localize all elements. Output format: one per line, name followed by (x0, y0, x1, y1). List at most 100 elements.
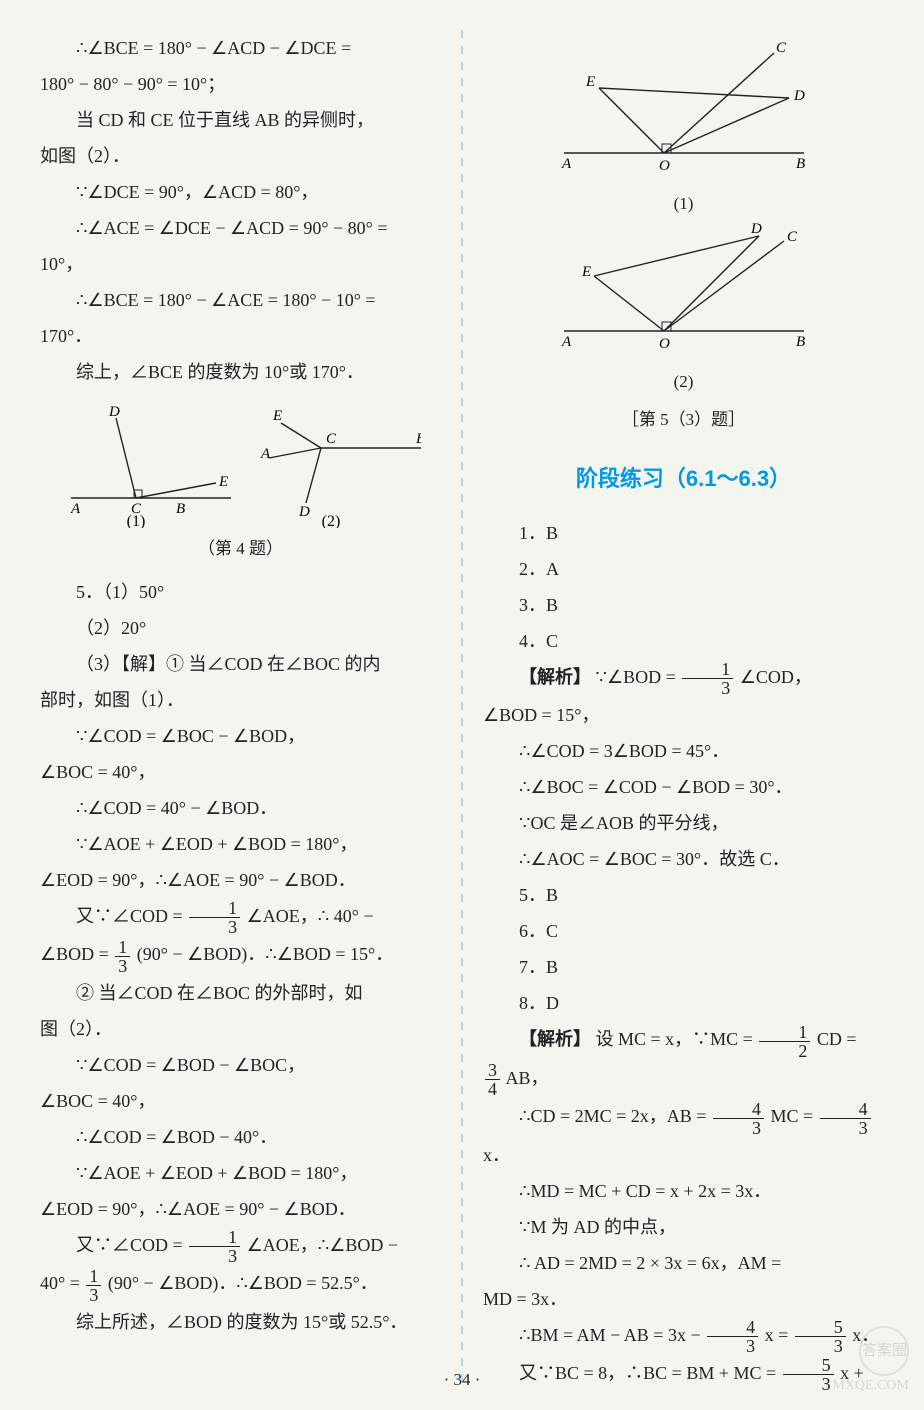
text-line: ∵M 为 AD 的中点， (483, 1209, 884, 1245)
text-line: MD = 3x． (483, 1281, 884, 1317)
text-line: ∴∠BCE = 180° − ∠ACE = 180° − 10° = (40, 282, 441, 318)
text-line: ∠BOD = 15°， (483, 697, 884, 733)
text-span: ∠AOE，∴∠BOD − (247, 1235, 398, 1255)
analysis-label: 【解析】 (519, 1029, 591, 1049)
answer-line: 5．B (483, 877, 884, 913)
fraction: 4 3 (713, 1100, 764, 1137)
fraction: 1 3 (189, 1228, 240, 1265)
text-line: 又∵∠COD = 1 3 ∠AOE，∴ 40° − (40, 898, 441, 936)
fraction-num: 3 (485, 1061, 500, 1080)
fraction-num: 1 (189, 1228, 240, 1247)
fig-label: E (272, 408, 282, 424)
text-span: ∴CD = 2MC = 2x，AB = (519, 1106, 711, 1126)
fraction: 1 3 (682, 660, 733, 697)
fig-sublabel: (2) (321, 513, 340, 528)
text-span: MC = (770, 1106, 817, 1126)
text-line: ∴MD = MC + CD = x + 2x = 3x． (483, 1173, 884, 1209)
text-span: ∠AOE，∴ 40° − (247, 906, 374, 926)
fig-label: A (70, 501, 81, 517)
left-column: ∴∠BCE = 180° − ∠ACD − ∠DCE = 180° − 80° … (30, 30, 459, 1390)
text-span: ∴BM = AM − AB = 3x − (519, 1325, 705, 1345)
text-line: 综上所述，∠BOD 的度数为 15°或 52.5°． (40, 1304, 441, 1340)
fig-label: E (581, 264, 591, 280)
fraction: 3 4 (485, 1061, 500, 1098)
text-span: 设 MC = x，∵MC = (596, 1029, 758, 1049)
fig-label: O (659, 336, 670, 352)
text-line: ∠EOD = 90°，∴∠AOE = 90° − ∠BOD． (40, 862, 441, 898)
fraction-den: 3 (86, 1286, 101, 1304)
fig-label: D (108, 404, 120, 420)
fig-label: D (750, 221, 762, 237)
fig-label: E (585, 74, 595, 90)
fig-label: E (218, 474, 228, 490)
fraction-num: 4 (707, 1318, 758, 1337)
fig-label: O (659, 158, 670, 174)
page: ∴∠BCE = 180° − ∠ACD − ∠DCE = 180° − 80° … (0, 0, 924, 1410)
fig-label: B (796, 334, 805, 350)
text-line: 又∵∠COD = 1 3 ∠AOE，∴∠BOD − (40, 1227, 441, 1265)
fig-label: A (561, 156, 572, 172)
text-line: ∵∠COD = ∠BOC − ∠BOD， (40, 718, 441, 754)
text-line: ∴∠AOC = ∠BOC = 30°．故选 C． (483, 841, 884, 877)
figure-4: A B C D E A B C D E (1 (40, 398, 441, 566)
fraction: 1 3 (86, 1267, 101, 1304)
fig-sublabel: (2) (483, 365, 884, 399)
text-line: 【解析】 设 MC = x，∵MC = 1 2 CD = (483, 1021, 884, 1059)
right-column: A B C D E O (1) A B (465, 30, 894, 1390)
watermark: 答案圈 MXQE.COM (832, 1326, 909, 1395)
fraction-den: 3 (820, 1119, 871, 1137)
answer-line: 6．C (483, 913, 884, 949)
answer-line: 7．B (483, 949, 884, 985)
text-line: （2）20° (40, 610, 441, 646)
text-span: ∠COD， (740, 667, 812, 687)
text-line: ∴∠ACE = ∠DCE − ∠ACD = 90° − 80° = (40, 210, 441, 246)
text-line: 综上，∠BCE 的度数为 10°或 170°． (40, 354, 441, 390)
text-line: ∴BM = AM − AB = 3x − 4 3 x = 5 3 x． (483, 1317, 884, 1355)
fig-label: C (326, 431, 337, 447)
text-line: ∠BOC = 40°， (40, 1083, 441, 1119)
fraction-num: 1 (759, 1023, 810, 1042)
fraction: 4 3 (820, 1100, 871, 1137)
fig-label: B (176, 501, 185, 517)
page-number: · 34 · (0, 1370, 924, 1390)
fig-label: A (561, 334, 572, 350)
text-line: 170°． (40, 318, 441, 354)
answer-line: 2．A (483, 551, 884, 587)
column-divider (461, 30, 463, 1390)
text-span: CD = (817, 1029, 857, 1049)
text-line: ∴∠COD = 40° − ∠BOD． (40, 790, 441, 826)
analysis-label: 【解析】 (519, 667, 591, 687)
text-line: 3 4 AB， (483, 1060, 884, 1098)
text-span: x． (483, 1145, 510, 1165)
fraction-den: 3 (189, 918, 240, 936)
fraction-num: 4 (820, 1100, 871, 1119)
answer-line: 1．B (483, 515, 884, 551)
figure-5-3: A B C D E O (1) A B (483, 38, 884, 437)
text-line: ∵∠AOE + ∠EOD + ∠BOD = 180°， (40, 826, 441, 862)
text-line: （3）【解】① 当∠COD 在∠BOC 的内 (40, 646, 441, 682)
text-line: 180° − 80° − 90° = 10°； (40, 66, 441, 102)
text-line: 10°， (40, 246, 441, 282)
fraction: 4 3 (707, 1318, 758, 1355)
fraction-num: 1 (86, 1267, 101, 1286)
fig-label: D (793, 88, 805, 104)
text-line: 40° = 1 3 (90° − ∠BOD)．∴∠BOD = 52.5°． (40, 1265, 441, 1303)
text-line: ∵∠DCE = 90°，∠ACD = 80°， (40, 174, 441, 210)
fig-label: A (260, 446, 271, 462)
fraction-num: 4 (713, 1100, 764, 1119)
fraction: 1 2 (759, 1023, 810, 1060)
fraction-den: 3 (713, 1119, 764, 1137)
answer-line: 4．C (483, 623, 884, 659)
text-span: (90° − ∠BOD)．∴∠BOD = 15°． (137, 944, 393, 964)
text-line: 部时，如图（1）． (40, 682, 441, 718)
fraction-den: 4 (485, 1080, 500, 1098)
watermark-badge: 答案圈 (859, 1326, 909, 1376)
fig-label: C (787, 229, 798, 245)
figure-4-svg: A B C D E A B C D E (1 (61, 398, 421, 528)
fig-label: B (796, 156, 805, 172)
text-line: 5．（1）50° (40, 574, 441, 610)
text-line: 【解析】 ∵∠BOD = 1 3 ∠COD， (483, 659, 884, 697)
text-line: ∠BOC = 40°， (40, 754, 441, 790)
text-span: ∵∠BOD = (596, 667, 681, 687)
text-span: (90° − ∠BOD)．∴∠BOD = 52.5°． (108, 1273, 378, 1293)
